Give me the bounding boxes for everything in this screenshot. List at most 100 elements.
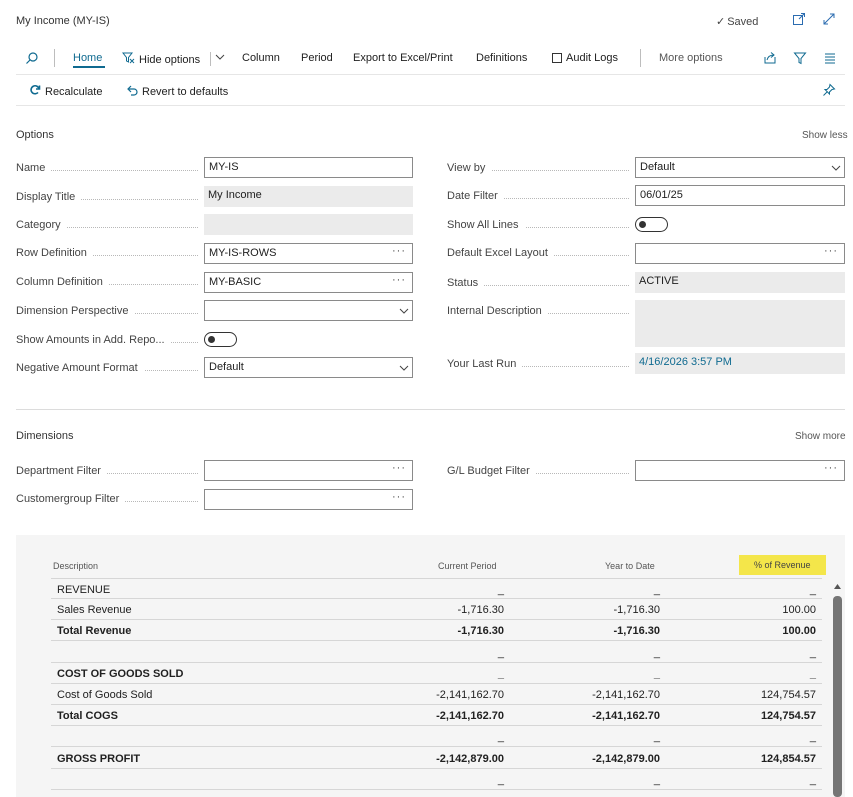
recalculate-label: Recalculate xyxy=(45,85,103,98)
filter-icon[interactable] xyxy=(792,50,808,66)
tab-home[interactable]: Home xyxy=(73,52,103,64)
cell-year-to-date: _ xyxy=(653,731,660,744)
table-row[interactable]: _ _ _ xyxy=(51,769,822,790)
cell-description: Sales Revenue xyxy=(57,604,132,617)
section-divider xyxy=(16,409,845,410)
show-all-lines-toggle[interactable] xyxy=(635,217,668,232)
default-excel-layout-field[interactable]: ··· xyxy=(635,243,845,264)
open-in-new-window-icon[interactable] xyxy=(791,11,807,27)
name-field[interactable]: MY-IS xyxy=(204,157,413,178)
status-label: Status xyxy=(447,277,629,289)
your-last-run-field[interactable]: 4/16/2026 3:57 PM xyxy=(635,353,845,374)
export-excel-print-button[interactable]: Export to Excel/Print xyxy=(353,52,453,64)
lookup-ellipsis-icon[interactable]: ··· xyxy=(824,245,838,257)
view-by-select[interactable]: Default xyxy=(635,157,845,178)
negative-amount-format-value: Default xyxy=(209,361,244,373)
recalculate-button[interactable]: Recalculate xyxy=(29,84,102,99)
cell-pct-of-revenue: _ xyxy=(809,646,816,659)
financial-report-grid: Description Current Period Year to Date … xyxy=(16,535,845,797)
default-excel-layout-label: Default Excel Layout xyxy=(447,247,629,259)
revert-to-defaults-button[interactable]: Revert to defaults xyxy=(126,84,228,99)
department-filter-field[interactable]: ··· xyxy=(204,460,413,481)
date-filter-field[interactable]: 06/01/25 xyxy=(635,185,845,206)
cell-description: REVENUE xyxy=(57,584,111,596)
page-title: My Income (MY-IS) xyxy=(16,15,110,27)
chevron-down-icon xyxy=(831,163,841,171)
lookup-ellipsis-icon[interactable]: ··· xyxy=(392,491,406,503)
column-header-year-to-date[interactable]: Year to Date xyxy=(605,561,655,571)
hide-options-button[interactable]: Hide options xyxy=(121,52,201,67)
search-icon[interactable] xyxy=(24,50,40,66)
cell-description: Total Revenue xyxy=(57,625,132,638)
row-definition-value: MY-IS-ROWS xyxy=(209,247,277,259)
cell-year-to-date: -1,716.30 xyxy=(613,604,660,617)
table-row[interactable]: Total COGS -2,141,162.70 -2,141,162.70 124,… xyxy=(51,705,822,727)
table-row[interactable]: REVENUE _ _ _ xyxy=(51,578,822,599)
table-row[interactable]: Cost of Goods Sold -2,141,162.70 -2,141,16… xyxy=(51,684,822,705)
cell-current-period: _ xyxy=(497,584,504,596)
table-row[interactable]: COST OF GOODS SOLD _ _ _ xyxy=(51,663,822,684)
cell-pct-of-revenue: _ xyxy=(809,584,816,596)
period-button[interactable]: Period xyxy=(301,52,333,64)
table-row[interactable]: Total Revenue -1,716.30 -1,716.30 100.00 xyxy=(51,620,822,642)
cell-year-to-date: -2,142,879.00 xyxy=(592,752,660,765)
row-definition-label: Row Definition xyxy=(16,247,198,259)
table-row[interactable]: GROSS PROFIT -2,142,879.00 -2,142,879.00 12… xyxy=(51,748,822,769)
check-icon: ✓ xyxy=(716,16,726,28)
show-amounts-add-label: Show Amounts in Add. Repo... xyxy=(16,334,198,346)
sub-action-bar: Recalculate Revert to defaults xyxy=(16,74,845,106)
cell-description: GROSS PROFIT xyxy=(57,752,141,765)
dimension-perspective-label: Dimension Perspective xyxy=(16,305,198,317)
show-amounts-add-toggle[interactable] xyxy=(204,332,237,347)
chevron-down-icon xyxy=(399,306,409,314)
more-options-button[interactable]: More options xyxy=(659,52,723,64)
expand-icon[interactable] xyxy=(821,11,837,27)
lookup-ellipsis-icon[interactable]: ··· xyxy=(824,462,838,474)
personalize-pin-icon[interactable] xyxy=(822,83,836,97)
cell-description: COST OF GOODS SOLD xyxy=(57,667,184,680)
lookup-ellipsis-icon[interactable]: ··· xyxy=(392,462,406,474)
cell-current-period: -1,716.30 xyxy=(457,604,504,617)
column-header-pct-of-revenue[interactable]: % of Revenue xyxy=(739,555,826,575)
audit-logs-button[interactable]: Audit Logs xyxy=(552,52,618,64)
list-view-icon[interactable] xyxy=(822,50,838,66)
show-more-link[interactable]: Show more xyxy=(795,431,846,442)
table-row[interactable]: _ _ _ xyxy=(51,726,822,748)
share-icon[interactable] xyxy=(762,50,778,66)
cell-year-to-date: _ xyxy=(653,646,660,659)
vertical-scrollbar-thumb[interactable] xyxy=(833,596,842,797)
negative-amount-format-select[interactable]: Default xyxy=(204,357,413,378)
definitions-button[interactable]: Definitions xyxy=(476,52,528,64)
lookup-ellipsis-icon[interactable]: ··· xyxy=(392,245,406,257)
table-row[interactable]: Sales Revenue -1,716.30 -1,716.30 100.00 xyxy=(51,599,822,621)
cell-current-period: _ xyxy=(497,667,504,680)
action-bar: Home Hide options Column Period Export t… xyxy=(0,44,853,72)
separator xyxy=(640,49,641,67)
column-header-current-period[interactable]: Current Period xyxy=(438,561,497,571)
column-header-description[interactable]: Description xyxy=(53,561,99,571)
gl-budget-filter-field[interactable]: ··· xyxy=(635,460,845,481)
column-button[interactable]: Column xyxy=(242,52,280,64)
your-last-run-label: Your Last Run xyxy=(447,358,629,370)
table-row[interactable]: _ _ _ xyxy=(51,642,822,663)
hide-options-label: Hide options xyxy=(139,53,201,66)
cell-pct-of-revenue: 124,754.57 xyxy=(760,689,816,701)
revert-label: Revert to defaults xyxy=(142,85,229,98)
show-less-link[interactable]: Show less xyxy=(802,130,848,141)
cell-pct-of-revenue: 100.00 xyxy=(782,604,816,617)
separator xyxy=(54,49,55,67)
more-chevron-down-icon[interactable] xyxy=(215,52,225,65)
row-definition-field[interactable]: MY-IS-ROWS ··· xyxy=(204,243,413,264)
cell-pct-of-revenue: _ xyxy=(809,667,816,680)
cell-current-period: _ xyxy=(497,773,504,786)
name-label: Name xyxy=(16,162,198,174)
chevron-down-icon xyxy=(399,363,409,371)
separator xyxy=(210,52,211,66)
cell-pct-of-revenue: 100.00 xyxy=(782,625,816,638)
lookup-ellipsis-icon[interactable]: ··· xyxy=(392,274,406,286)
dimension-perspective-select[interactable] xyxy=(204,300,413,321)
column-definition-field[interactable]: MY-BASIC ··· xyxy=(204,272,413,293)
customergroup-filter-field[interactable]: ··· xyxy=(204,489,413,510)
filter-clear-icon xyxy=(121,52,135,67)
scroll-up-arrow-icon[interactable] xyxy=(833,582,842,591)
